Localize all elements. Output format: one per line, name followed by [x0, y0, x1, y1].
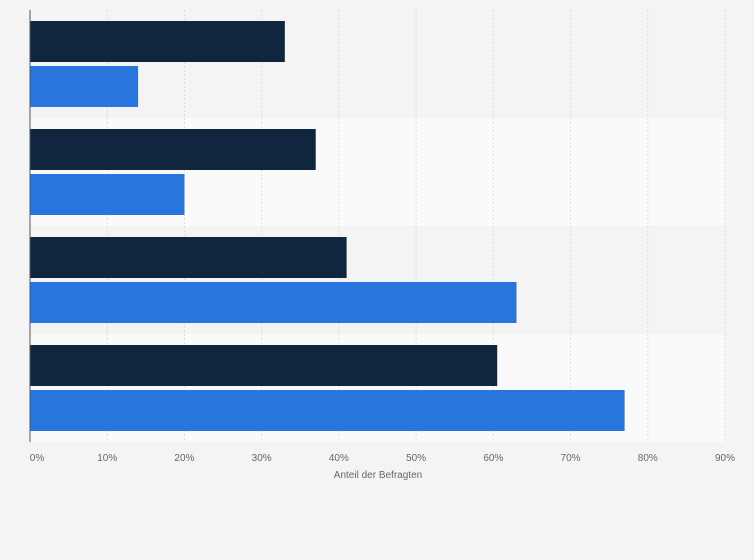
- bar: [30, 129, 316, 170]
- x-tick-label: 80%: [638, 453, 658, 464]
- bar: [30, 66, 139, 107]
- bar: [30, 237, 347, 278]
- x-tick-label: 0%: [30, 453, 45, 464]
- x-axis-title: Anteil der Befragten: [334, 470, 422, 481]
- x-tick-label: 20%: [174, 453, 194, 464]
- bars: [30, 21, 625, 431]
- x-tick-label: 10%: [97, 453, 117, 464]
- x-tick-labels: 0% 10% 20% 30% 40% 50% 60% 70% 80% 90%: [30, 453, 735, 464]
- x-tick-label: 40%: [329, 453, 349, 464]
- x-tick-label: 30%: [252, 453, 272, 464]
- bar: [30, 390, 625, 431]
- x-tick-label: 50%: [406, 453, 426, 464]
- bar: [30, 174, 185, 215]
- x-tick-label: 70%: [561, 453, 581, 464]
- x-tick-label: 90%: [715, 453, 735, 464]
- x-tick-label: 60%: [483, 453, 503, 464]
- bar: [30, 345, 498, 386]
- bar: [30, 21, 285, 62]
- bar: [30, 282, 517, 323]
